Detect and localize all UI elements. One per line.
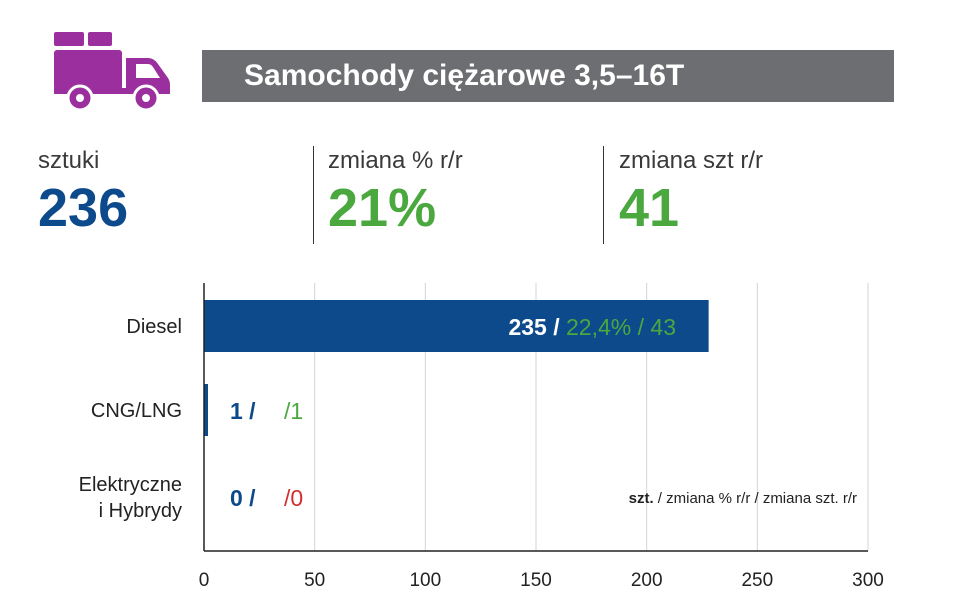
truck-icon (54, 32, 170, 112)
data-label-2-delta: /0 (284, 485, 303, 511)
stat-pct-change-value: 21% (328, 178, 437, 238)
x-tick-label: 250 (741, 570, 773, 591)
x-tick-label: 300 (852, 570, 884, 591)
category-label: Elektryczne i Hybrydy (79, 474, 182, 522)
x-tick-label: 100 (409, 570, 441, 591)
stat-units: sztuki 236 (38, 146, 128, 238)
stat-unit-change-label: zmiana szt r/r (619, 147, 764, 174)
stat-unit-change: zmiana szt r/r 41 (619, 146, 763, 238)
stat-units-value: 236 (38, 178, 129, 238)
data-label-1-delta: /1 (284, 398, 303, 424)
data-label-1-units: 1 / (230, 398, 256, 424)
legend-note: szt. / zmiana % r/r / zmiana szt. r/r (629, 490, 857, 507)
bar-0 (204, 300, 709, 352)
x-tick-label: 150 (520, 570, 552, 591)
x-tick-label: 50 (304, 570, 325, 591)
page-title: Samochody ciężarowe 3,5–16T (244, 59, 685, 92)
data-label-0: 235 / 22,4% / 43 (508, 314, 676, 340)
x-tick-label: 200 (631, 570, 663, 591)
category-label: CNG/LNG (91, 400, 182, 422)
stat-pct-change-label: zmiana % r/r (328, 147, 463, 174)
data-label-2-units: 0 / (230, 485, 256, 511)
title-banner: Samochody ciężarowe 3,5–16T (202, 50, 894, 102)
stat-pct-change: zmiana % r/r 21% (328, 146, 463, 238)
stat-divider-2 (603, 146, 604, 244)
x-tick-label: 0 (199, 570, 210, 591)
stat-divider-1 (313, 146, 314, 244)
category-label: Diesel (126, 316, 182, 338)
stat-units-label: sztuki (38, 147, 100, 174)
bar-1 (204, 384, 208, 436)
stat-unit-change-value: 41 (619, 178, 680, 238)
